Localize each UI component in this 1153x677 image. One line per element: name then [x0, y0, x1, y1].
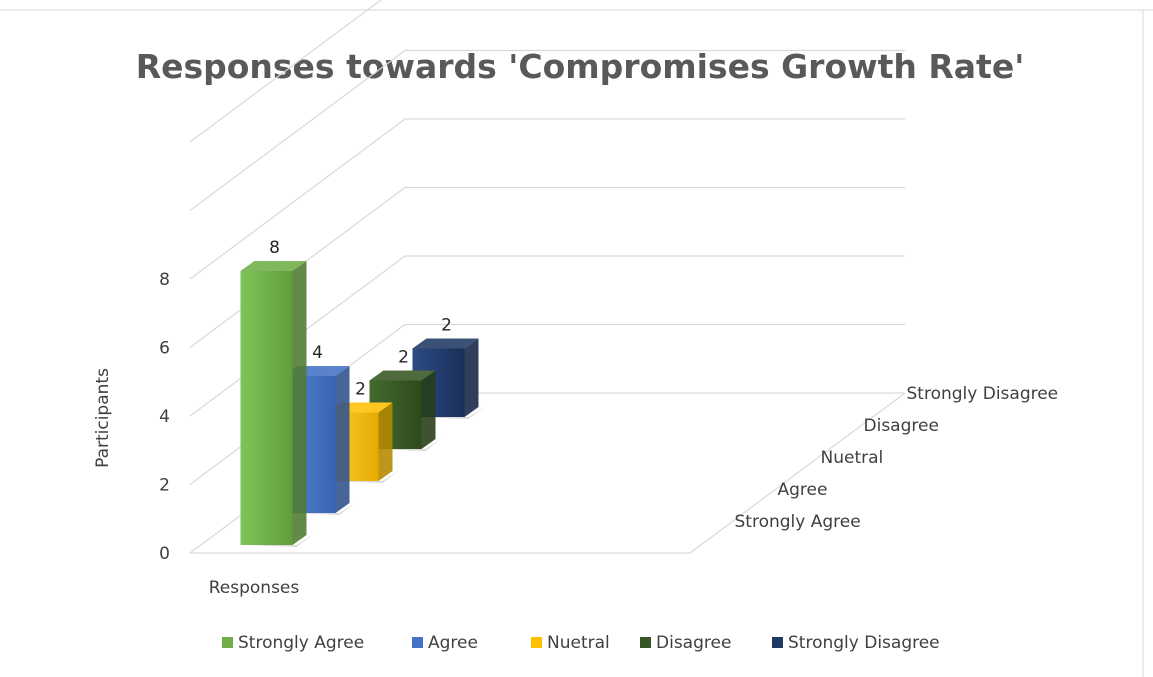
bar-side-shade [292, 261, 307, 545]
floor-right-edge [689, 392, 906, 554]
bar-top-highlight [412, 338, 479, 349]
bars [240, 261, 485, 547]
legend-label: Nuetral [547, 633, 610, 653]
data-label: 4 [312, 343, 323, 363]
depth-axis-labels: Strongly Agree Agree Nuetral Disagree Strong… [735, 384, 1059, 532]
legend: Strongly Agree Agree Nuetral Disagree Strong… [222, 633, 940, 653]
data-label: 2 [398, 348, 409, 368]
bar-side [378, 402, 393, 481]
bar-front [240, 271, 293, 545]
depth-axis-label: Strongly Disagree [907, 384, 1059, 404]
bar-side [464, 338, 479, 417]
legend-swatch [412, 637, 423, 648]
data-label: 8 [269, 238, 280, 258]
y-tick-label: 2 [159, 476, 170, 496]
x-category-label: Responses [209, 578, 300, 598]
legend-swatch [531, 637, 542, 648]
legend-label: Disagree [656, 633, 731, 653]
data-labels: 2 2 2 4 8 [269, 238, 452, 400]
legend-item: Disagree [640, 633, 731, 653]
legend-item: Nuetral [531, 633, 610, 653]
bar-side [335, 366, 350, 513]
data-label: 2 [355, 380, 366, 400]
gridline-5 [189, 49, 905, 211]
data-label: 2 [441, 316, 452, 336]
y-tick-labels: 0 2 4 6 8 [159, 270, 170, 564]
depth-axis-label: Nuetral [821, 448, 884, 468]
bar-top-highlight [240, 261, 307, 271]
legend-item: Strongly Disagree [772, 633, 940, 653]
legend-swatch [640, 637, 651, 648]
y-axis-label: Participants [93, 368, 113, 468]
bar-side [292, 261, 307, 545]
depth-axis-label: Disagree [864, 416, 939, 436]
y-tick-label: 8 [159, 270, 170, 290]
bar-strongly-agree [240, 261, 313, 547]
legend-swatch [222, 637, 233, 648]
legend-item: Agree [412, 633, 478, 653]
gridline-4 [189, 118, 905, 280]
y-tick-label: 4 [159, 407, 170, 427]
bar-side [421, 370, 436, 449]
chart-title: Responses towards 'Compromises Growth Ra… [136, 47, 1025, 86]
bar-top [240, 261, 307, 271]
depth-axis-label: Strongly Agree [735, 512, 861, 532]
depth-axis-label: Agree [778, 480, 828, 500]
legend-label: Strongly Agree [238, 633, 364, 653]
bar-side-shade [421, 370, 436, 449]
bar-top [412, 338, 479, 349]
legend-item: Strongly Agree [222, 633, 364, 653]
legend-swatch [772, 637, 783, 648]
legend-label: Agree [428, 633, 478, 653]
bar-side-shade [378, 402, 393, 481]
legend-label: Strongly Disagree [788, 633, 940, 653]
y-tick-label: 6 [159, 339, 170, 359]
gridline-6 [189, 0, 382, 143]
bar-side-shade [335, 366, 350, 513]
y-tick-label: 0 [159, 544, 170, 564]
bar-side-shade [464, 338, 479, 417]
bar-top [369, 370, 436, 381]
bar-strongly-disagree [412, 338, 485, 419]
bar-top-highlight [369, 370, 436, 381]
